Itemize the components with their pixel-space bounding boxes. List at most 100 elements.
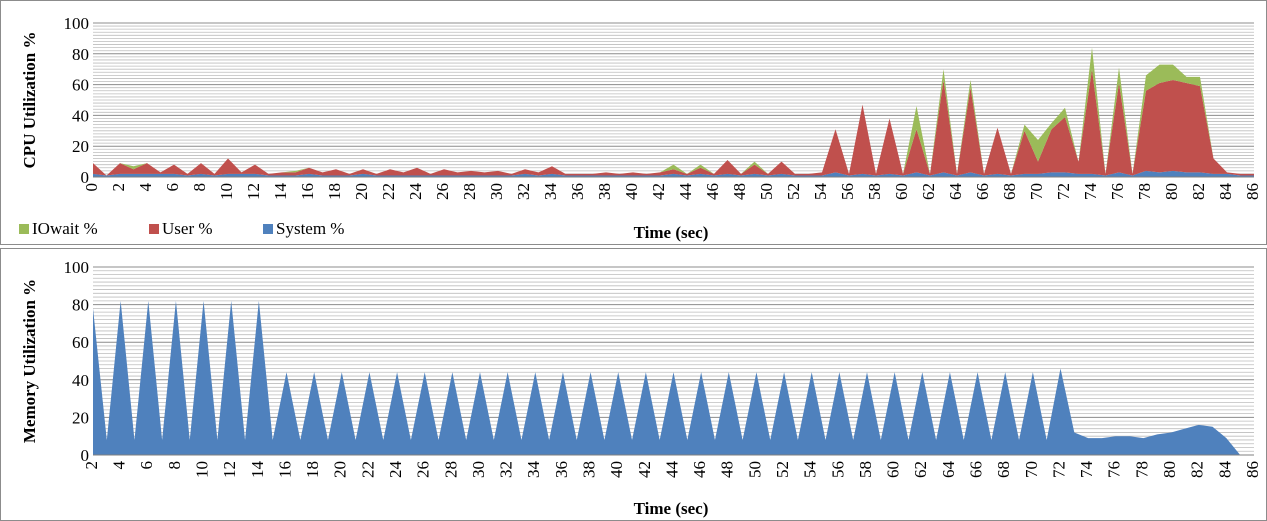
y-tick-label: 20 [72, 408, 89, 427]
x-tick-label: 66 [973, 183, 992, 200]
x-tick-label: 8 [190, 183, 209, 192]
x-tick-label: 30 [469, 461, 488, 478]
x-tick-label: 26 [414, 461, 433, 478]
x-tick-label: 26 [433, 183, 452, 200]
x-tick-label: 58 [856, 461, 875, 478]
x-tick-label: 32 [497, 461, 516, 478]
legend-label: IOwait % [32, 219, 98, 238]
x-tick-label: 38 [595, 183, 614, 200]
x-tick-label: 32 [514, 183, 533, 200]
y-axis-title: Memory Utilization % [20, 279, 39, 443]
x-tick-label: 56 [838, 183, 857, 200]
x-tick-label: 50 [757, 183, 776, 200]
x-tick-label: 48 [730, 183, 749, 200]
x-tick-label: 42 [635, 461, 654, 478]
x-tick-label: 46 [690, 461, 709, 478]
x-tick-label: 30 [487, 183, 506, 200]
x-tick-label: 84 [1215, 461, 1234, 479]
x-tick-label: 44 [662, 461, 681, 479]
x-tick-label: 36 [568, 183, 587, 200]
x-tick-label: 50 [745, 461, 764, 478]
legend-label: System % [276, 219, 344, 238]
x-tick-label: 74 [1081, 183, 1100, 201]
x-tick-label: 86 [1243, 183, 1262, 200]
x-tick-label: 76 [1108, 183, 1127, 200]
x-tick-label: 24 [406, 183, 425, 201]
x-tick-label: 6 [137, 461, 156, 470]
x-tick-label: 70 [1022, 461, 1041, 478]
x-tick-label: 52 [773, 461, 792, 478]
x-tick-label: 16 [298, 183, 317, 200]
x-tick-label: 18 [303, 461, 322, 478]
x-tick-label: 82 [1188, 461, 1207, 478]
memory-utilization-chart: 0 20 40 60 80 100 2 4 6 8 10 12 14 16 18 20 22 24 26 28 30 32… [0, 248, 1267, 521]
x-tick-label: 86 [1243, 461, 1262, 478]
y-tick-label: 100 [64, 258, 90, 277]
x-tick-label: 68 [1000, 183, 1019, 200]
y-axis-title: CPU Utilization % [20, 32, 39, 169]
x-tick-label: 62 [919, 183, 938, 200]
x-tick-label: 28 [460, 183, 479, 200]
x-axis-title: Time (sec) [634, 499, 709, 518]
x-tick-label: 24 [386, 461, 405, 479]
x-tick-label: 68 [994, 461, 1013, 478]
y-tick-label: 40 [72, 371, 89, 390]
cpu-utilization-chart: 0 20 40 60 80 100 0 2 4 6 8 10 12 14 16 18 20 22 24 26 28 30 3… [0, 0, 1267, 245]
x-tick-label: 36 [552, 461, 571, 478]
x-tick-label: 72 [1049, 461, 1068, 478]
x-tick-label: 12 [244, 183, 263, 200]
x-tick-label: 58 [865, 183, 884, 200]
x-tick-label: 78 [1132, 461, 1151, 478]
x-tick-label: 22 [358, 461, 377, 478]
x-tick-label: 56 [828, 461, 847, 478]
x-tick-label: 62 [911, 461, 930, 478]
x-tick-label: 52 [784, 183, 803, 200]
x-tick-label: 82 [1189, 183, 1208, 200]
x-tick-label: 70 [1027, 183, 1046, 200]
series-area-memory [93, 300, 1254, 455]
x-tick-label: 72 [1054, 183, 1073, 200]
x-tick-label: 6 [163, 183, 182, 192]
x-tick-label: 54 [801, 461, 820, 479]
x-tick-label: 54 [811, 183, 830, 201]
y-tick-label: 60 [72, 333, 89, 352]
x-tick-label: 2 [82, 461, 101, 470]
y-tick-label: 20 [72, 137, 89, 156]
x-tick-label: 78 [1135, 183, 1154, 200]
x-tick-label: 60 [892, 183, 911, 200]
x-tick-label: 60 [884, 461, 903, 478]
x-tick-label: 34 [524, 461, 543, 479]
x-tick-label: 66 [966, 461, 985, 478]
chart-legend: IOwait % User % System % [19, 219, 344, 238]
x-tick-label: 64 [939, 461, 958, 479]
x-axis-title: Time (sec) [634, 223, 709, 242]
x-tick-label: 80 [1162, 183, 1181, 200]
x-tick-label: 44 [676, 183, 695, 201]
x-tick-label: 64 [946, 183, 965, 201]
x-tick-label: 16 [275, 461, 294, 478]
x-tick-label: 48 [718, 461, 737, 478]
x-tick-label: 20 [352, 183, 371, 200]
x-tick-label: 38 [579, 461, 598, 478]
x-tick-label: 46 [703, 183, 722, 200]
x-tick-label: 4 [110, 461, 129, 470]
x-tick-label: 80 [1160, 461, 1179, 478]
series-area-user [93, 69, 1254, 176]
x-tick-label: 22 [379, 183, 398, 200]
x-tick-label: 14 [271, 183, 290, 201]
y-tick-label: 0 [81, 168, 90, 187]
y-tick-label: 80 [72, 296, 89, 315]
y-tick-label: 40 [72, 106, 89, 125]
y-tick-label: 0 [81, 446, 90, 465]
x-tick-label: 18 [325, 183, 344, 200]
legend-swatch [149, 224, 159, 234]
x-tick-label: 84 [1216, 183, 1235, 201]
legend-swatch [263, 224, 273, 234]
x-tick-label: 76 [1105, 461, 1124, 478]
x-tick-label: 10 [217, 183, 236, 200]
x-tick-label: 28 [441, 461, 460, 478]
x-tick-label: 20 [331, 461, 350, 478]
x-tick-label: 0 [82, 183, 101, 192]
